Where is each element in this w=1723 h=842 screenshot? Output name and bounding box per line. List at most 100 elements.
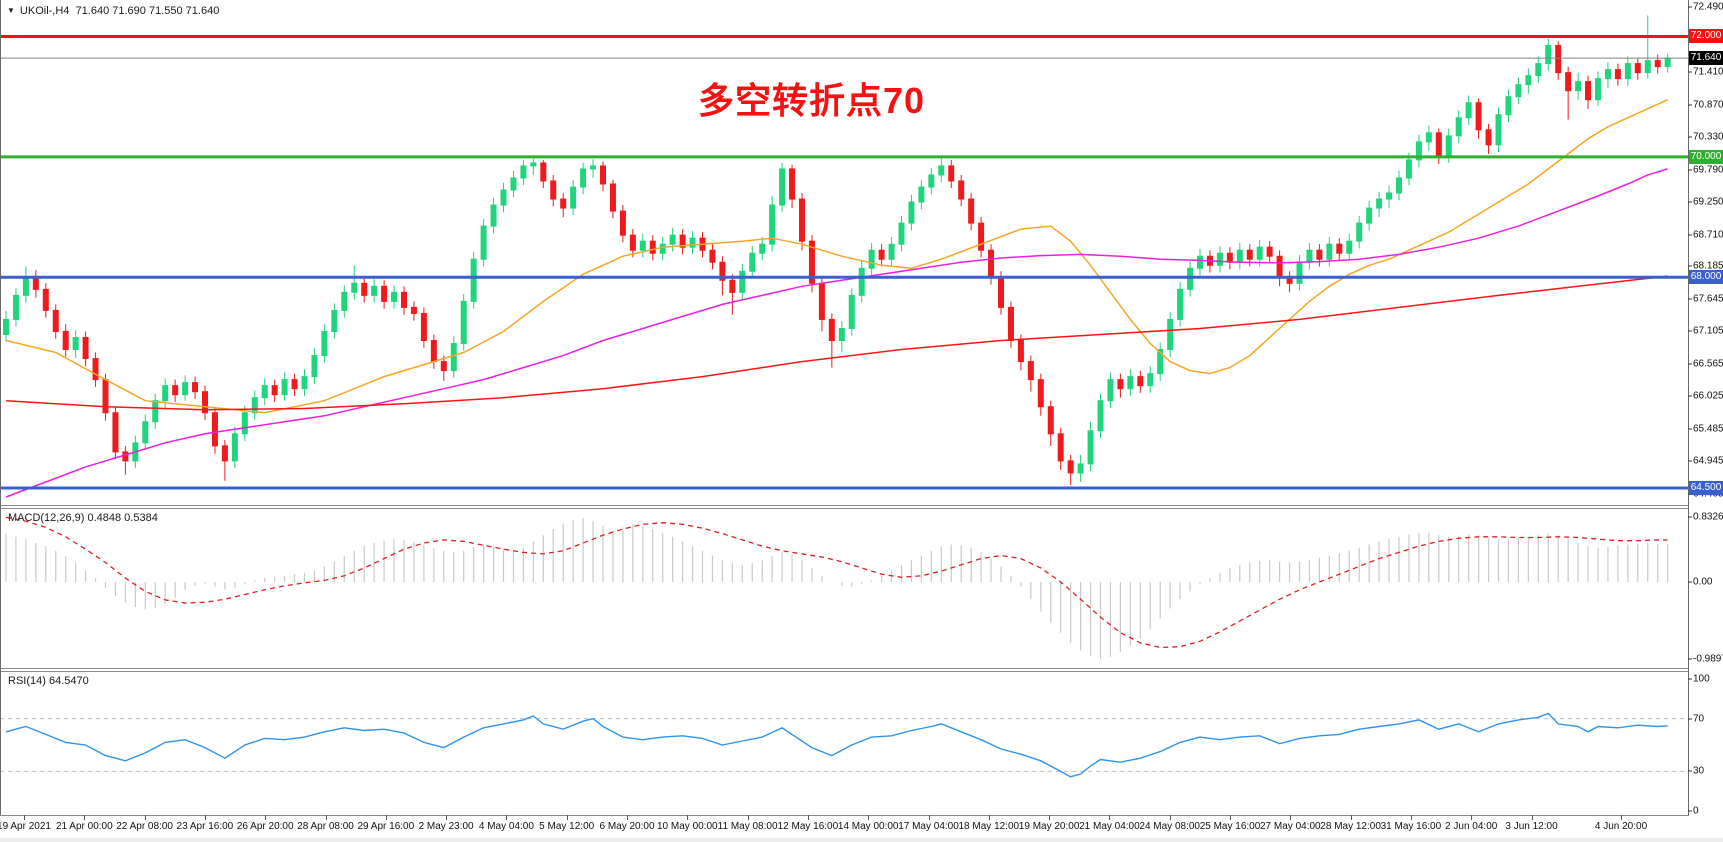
time-axis-label: 19 Apr 2021	[0, 821, 51, 832]
candle-body	[1077, 463, 1084, 474]
candle-body	[878, 249, 885, 260]
price-axis-label-tick	[1688, 428, 1692, 430]
candle-body	[321, 330, 328, 357]
candle-body	[749, 252, 756, 272]
ma-line-orange	[5, 99, 1668, 414]
time-axis-tick	[627, 815, 628, 820]
panel-separator[interactable]	[0, 508, 1689, 509]
price-axis-label: 67.645	[1693, 293, 1723, 305]
time-axis-label: 21 May 04:00	[1079, 821, 1140, 832]
candle-body	[799, 198, 805, 242]
macd-axis-label: 0.8326	[1693, 511, 1723, 523]
time-axis-tick	[988, 815, 990, 820]
candle-body	[221, 445, 228, 462]
macd-panel[interactable]	[0, 509, 1689, 668]
time-axis-label: 18 May 12:00	[958, 821, 1020, 832]
candle-body	[759, 243, 766, 254]
candle-body	[72, 336, 79, 351]
candle-body	[1087, 430, 1094, 465]
candle-body	[1027, 361, 1034, 381]
price-axis-label-tick	[1688, 104, 1692, 106]
candle-body	[629, 234, 636, 251]
time-axis-tick	[747, 815, 749, 820]
panel-separator[interactable]	[0, 671, 1689, 672]
candle-body	[779, 168, 786, 206]
price-axis[interactable]: 72.490 71.410 70.870 70.330 69.790 69.250 68.7…	[1688, 0, 1723, 817]
candle-body	[1037, 379, 1044, 408]
candle-body	[1545, 45, 1552, 65]
candle-body	[1366, 207, 1373, 224]
window-bottom-edge	[0, 838, 1723, 842]
price-axis-label-tick	[1688, 298, 1692, 300]
candle-body	[1137, 376, 1144, 387]
time-axis[interactable]: 19 Apr 2021 21 Apr 00:00 22 Apr 08:00 23 Ap…	[0, 815, 1689, 842]
rsi-axis-label: 0	[1693, 805, 1699, 817]
candle-body	[858, 267, 865, 296]
rsi-axis-label: 70	[1693, 713, 1705, 725]
time-axis-tick	[807, 815, 809, 820]
candle-body	[1127, 376, 1134, 390]
time-axis-label: 11 May 08:00	[717, 821, 778, 832]
price-axis-label: 64.945	[1693, 455, 1723, 467]
candle-body	[1644, 60, 1651, 74]
candle-body	[401, 291, 407, 308]
time-axis-tick	[144, 815, 146, 820]
candle-body	[311, 355, 318, 378]
price-axis-label: 72.490	[1693, 1, 1723, 13]
candle-body	[600, 165, 606, 185]
candle-body	[271, 385, 278, 396]
candle-body	[1396, 177, 1402, 194]
candle-body	[1167, 318, 1174, 351]
candle-body	[1535, 63, 1542, 77]
price-axis-label: 66.025	[1693, 390, 1723, 402]
candle-body	[1246, 249, 1253, 260]
price-axis-label-tick	[1688, 234, 1692, 236]
price-axis-label: 69.790	[1693, 164, 1723, 176]
candle-body	[570, 186, 577, 209]
panel-separator[interactable]	[0, 668, 1689, 669]
candle-body	[1415, 141, 1422, 161]
price-badge-support-68: 68.000	[1689, 270, 1723, 285]
time-axis-tick	[446, 815, 448, 820]
price-panel[interactable]	[0, 0, 1689, 505]
candle-body	[182, 382, 189, 396]
candle-body	[3, 318, 9, 335]
candle-body	[112, 412, 119, 453]
candle-body	[1455, 117, 1462, 137]
time-axis-label: 10 May 00:00	[656, 821, 718, 832]
candle-body	[52, 309, 59, 332]
symbol-dropdown-icon[interactable]: ▼	[7, 6, 15, 15]
candle-body	[928, 174, 935, 188]
candle-body	[1505, 96, 1512, 116]
candle-body	[1475, 102, 1482, 131]
candle-body	[868, 249, 875, 269]
price-axis-label: 69.250	[1693, 196, 1723, 208]
candle-body	[998, 276, 1004, 308]
time-axis-tick	[24, 815, 25, 820]
candle-body	[1187, 267, 1194, 290]
rsi-panel[interactable]	[0, 672, 1689, 814]
candle-body	[1565, 72, 1572, 92]
candle-body	[301, 376, 308, 390]
price-axis-label-tick	[1688, 363, 1692, 365]
candle-body	[1634, 63, 1641, 74]
candle-body	[211, 412, 218, 447]
candle-body	[1256, 246, 1263, 260]
candle-body	[639, 240, 646, 251]
price-badge-support-645: 64.500	[1689, 480, 1723, 495]
time-axis-label: 22 Apr 08:00	[116, 821, 173, 832]
price-axis-label-tick	[1688, 395, 1692, 397]
time-axis-label: 29 Apr 16:00	[357, 821, 415, 832]
candle-body	[92, 358, 99, 381]
candle-body	[1107, 379, 1114, 402]
candle-body	[202, 391, 208, 414]
candle-body	[988, 249, 995, 278]
price-badge-pivot-70: 70.000	[1689, 149, 1723, 164]
candle-body	[1097, 400, 1104, 432]
candle-body	[1654, 60, 1661, 68]
annotation-text[interactable]: 多空转折点70	[698, 80, 926, 121]
symbol-quote: 71.640 71.690 71.550 71.640	[75, 5, 220, 17]
time-axis-label: 5 May 12:00	[539, 821, 595, 832]
price-axis-label-tick	[1688, 169, 1692, 171]
panel-separator[interactable]	[0, 505, 1689, 506]
